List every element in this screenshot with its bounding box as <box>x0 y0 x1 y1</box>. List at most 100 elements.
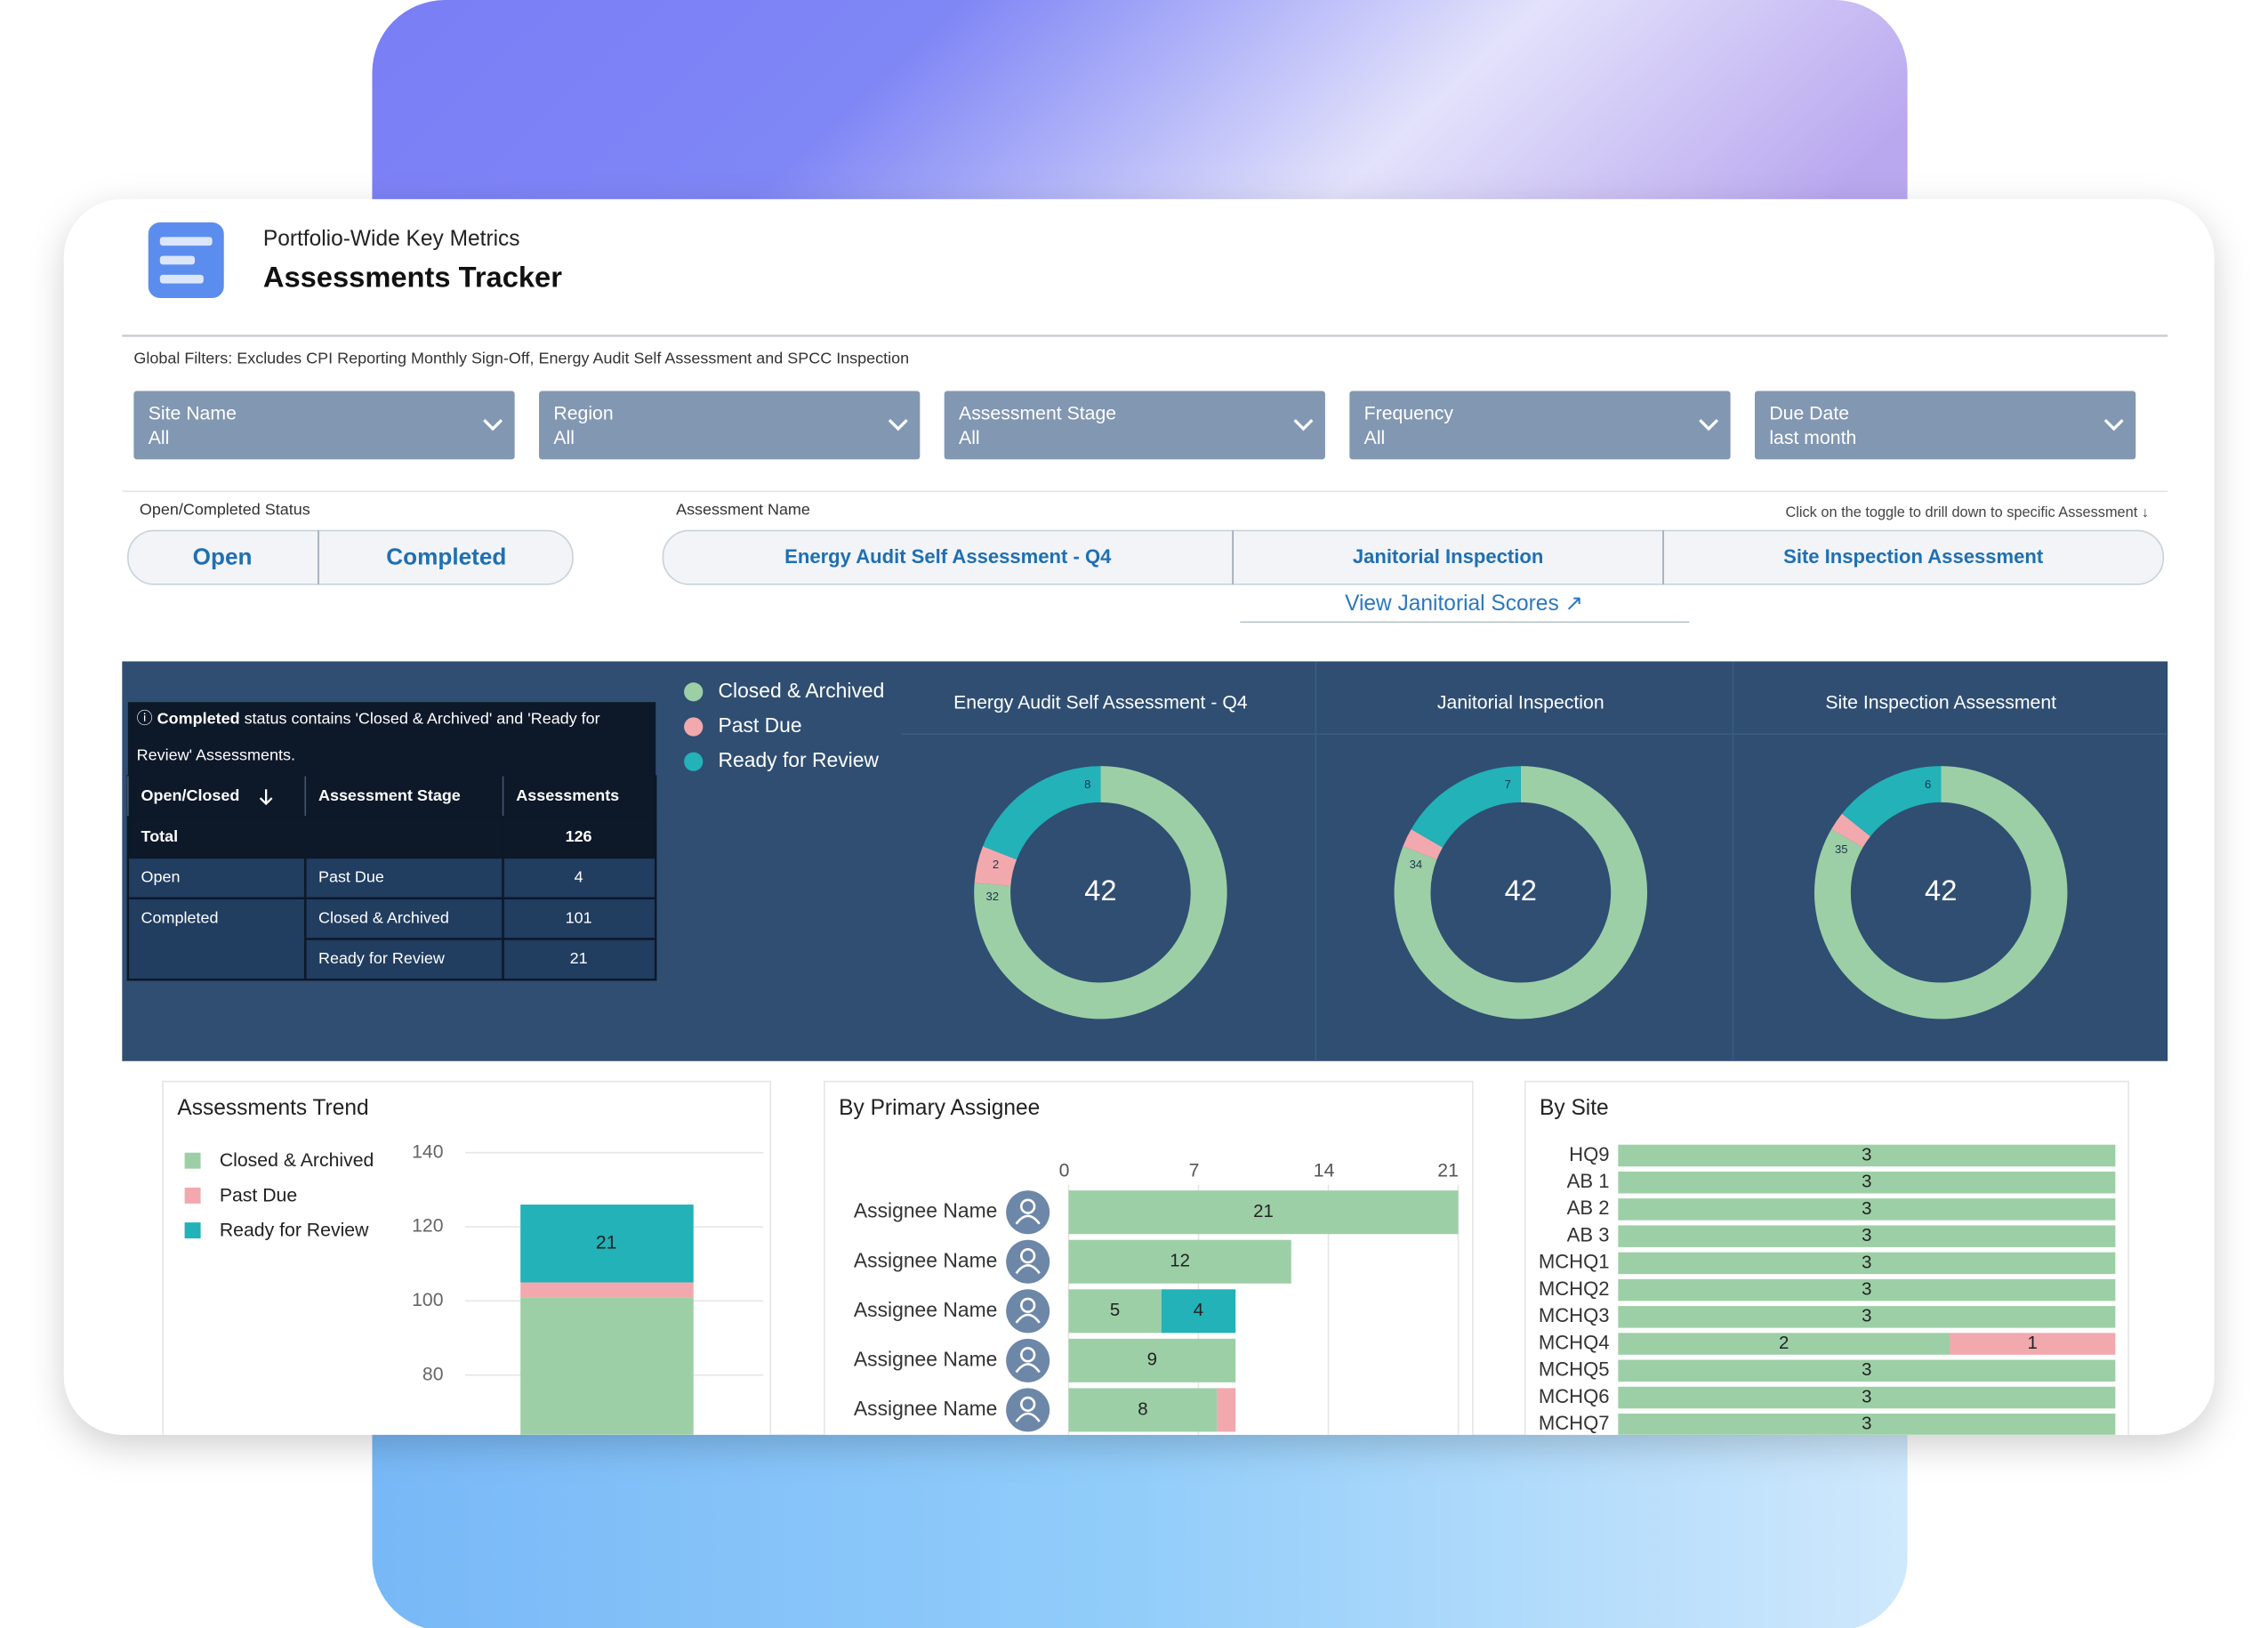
table-cell <box>502 938 657 981</box>
category-label: MCHQ4 <box>1539 1331 1610 1353</box>
title: Assessments Tracker <box>263 260 562 293</box>
data-label: 3 <box>1862 1360 1871 1380</box>
table-value: 101 <box>566 908 592 926</box>
data-label: 2 <box>1779 1334 1789 1353</box>
legend-dot <box>684 682 704 702</box>
data-label: 3 <box>1862 1280 1871 1300</box>
bar-segment <box>1618 1225 2116 1247</box>
note-text: ⓘ Completed status contains 'Closed & Ar… <box>137 702 648 775</box>
legend-label: Ready for Review <box>220 1220 369 1241</box>
filter-box[interactable] <box>133 391 515 460</box>
chevron <box>1699 419 1719 431</box>
table-value: 4 <box>575 868 583 886</box>
donut-segment <box>1403 829 1444 860</box>
bar-segment <box>520 1282 694 1298</box>
table-cell <box>304 938 504 981</box>
category-label: MCHQ5 <box>1539 1358 1610 1381</box>
icon-bar <box>159 274 204 284</box>
table-cell <box>126 897 307 981</box>
x-tick-label: 0 <box>1059 1160 1070 1181</box>
avatar-body <box>1015 1412 1041 1422</box>
bar-segment <box>1161 1289 1236 1334</box>
toggle-option[interactable]: Site Inspection Assessment <box>1783 545 2044 568</box>
x-tick-label: 14 <box>1314 1160 1335 1181</box>
table-total-label: Total <box>141 827 179 845</box>
link[interactable]: View Janitorial Scores ↗ <box>1345 592 1583 616</box>
bar-segment <box>1618 1278 2116 1302</box>
data-label: 6 <box>1925 778 1931 791</box>
data-label: 3 <box>1862 1414 1871 1434</box>
category-label: Assignee Name <box>854 1347 997 1370</box>
data-label: 7 <box>1505 778 1511 791</box>
category-label: AB 2 <box>1567 1197 1610 1219</box>
legend-label: Past Due <box>220 1184 297 1205</box>
info-icon: ⓘ <box>136 710 157 729</box>
donut-segment <box>974 846 1017 887</box>
donut-segment <box>1394 766 1648 1020</box>
bar-segment <box>520 1205 694 1283</box>
bar-segment <box>1618 1198 2116 1221</box>
bar-segment <box>1618 1359 2116 1382</box>
avatar-head <box>1020 1396 1036 1413</box>
chart-title: Site Inspection Assessment <box>1825 691 2056 713</box>
filter-label: Frequency <box>1364 402 1454 423</box>
toggle-option[interactable]: Completed <box>386 543 506 569</box>
filter-box[interactable] <box>539 391 921 460</box>
legend-swatch <box>184 1152 201 1169</box>
category-label: Assignee Name <box>854 1298 997 1321</box>
toggle-hint: Click on the toggle to drill down to spe… <box>1785 504 2148 520</box>
chart-title: By Site <box>1540 1096 1609 1120</box>
filter-box[interactable] <box>1754 391 2136 460</box>
category-label: Assignee Name <box>854 1199 997 1222</box>
toggle-label: Assessment Name <box>676 500 810 518</box>
avatar-head <box>1020 1347 1036 1363</box>
table-header: Open/Closed <box>141 786 240 804</box>
x-tick-label: 7 <box>1189 1160 1200 1181</box>
legend-dot <box>684 717 704 737</box>
toggle-option[interactable]: Open <box>193 543 253 569</box>
table-total-value: 126 <box>566 827 592 845</box>
filter-box[interactable] <box>1349 391 1731 460</box>
filter-value: last month <box>1769 427 1856 448</box>
toggle-option[interactable]: Janitorial Inspection <box>1353 545 1543 568</box>
filter-value: All <box>149 427 170 448</box>
data-label: 3 <box>1862 1387 1871 1406</box>
bar-segment <box>1217 1388 1236 1432</box>
chevron <box>483 419 503 431</box>
data-label: 3 <box>1862 1307 1871 1326</box>
bar-segment <box>1618 1413 2116 1435</box>
data-label: 32 <box>985 890 999 903</box>
donut-segment <box>974 766 1227 1020</box>
filter-value: All <box>1364 427 1386 448</box>
icon-bar <box>159 237 213 246</box>
chevron <box>2103 419 2124 431</box>
category-label: MCHQ3 <box>1539 1304 1610 1326</box>
y-tick-label: 140 <box>412 1140 443 1162</box>
data-label: 8 <box>1138 1399 1147 1419</box>
data-label: 3 <box>1862 1199 1871 1219</box>
donut-segment <box>1842 766 1942 837</box>
toggle-option[interactable]: Energy Audit Self Assessment - Q4 <box>784 545 1112 568</box>
table-value: 21 <box>570 949 588 967</box>
table-stage: Ready for Review <box>318 949 446 967</box>
chevron <box>888 419 908 431</box>
data-label: 34 <box>1410 858 1423 871</box>
legend-label: Ready for Review <box>719 748 880 771</box>
avatar-body <box>1015 1214 1041 1225</box>
data-label: 35 <box>1835 842 1848 856</box>
subtitle: Portfolio-Wide Key Metrics <box>263 227 520 251</box>
card-content: ⓘ Completed status contains 'Closed & Ar… <box>122 222 2168 1435</box>
data-label: 2 <box>993 858 999 871</box>
data-label: 8 <box>1084 778 1090 791</box>
legend-swatch <box>184 1187 201 1204</box>
data-label: 3 <box>1862 1173 1871 1192</box>
donut-total: 42 <box>1925 874 1957 907</box>
table-stage: Closed & Archived <box>318 908 449 926</box>
table-cell <box>304 775 504 818</box>
filter-value: All <box>959 427 980 448</box>
data-label: 9 <box>1147 1350 1157 1370</box>
filter-box[interactable] <box>944 391 1325 460</box>
legend-dot <box>684 752 704 771</box>
donut-total: 42 <box>1084 874 1116 907</box>
table-note-bg <box>127 702 656 777</box>
